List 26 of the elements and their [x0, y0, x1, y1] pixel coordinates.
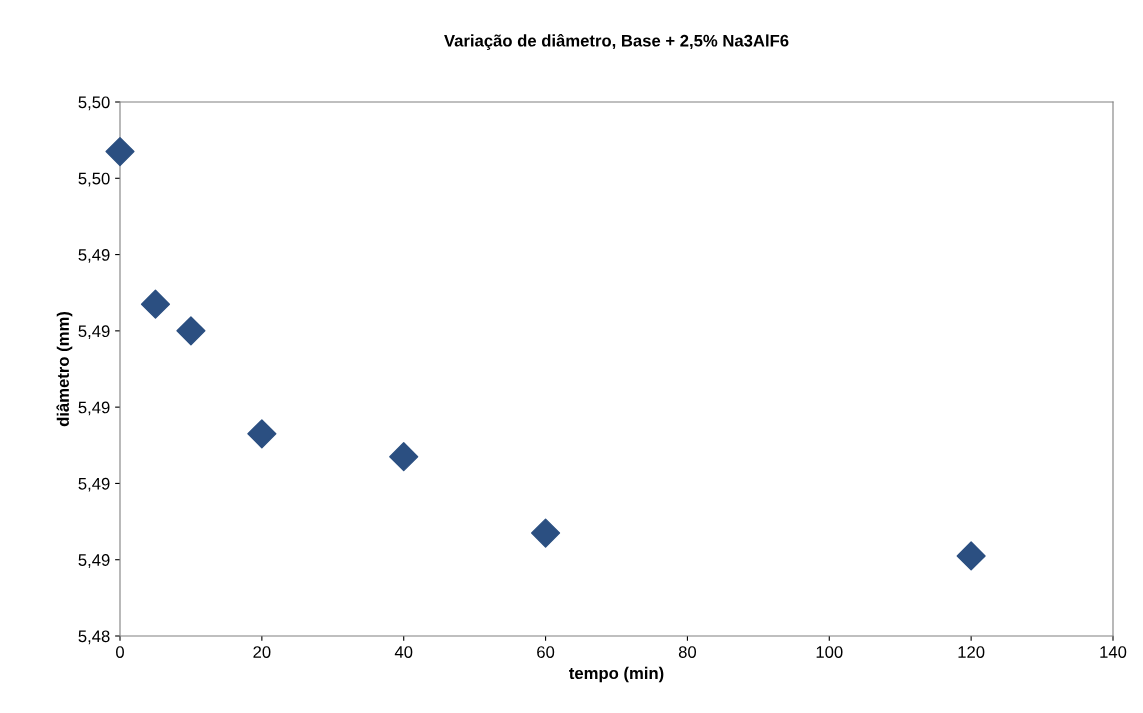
point [176, 316, 206, 346]
x-tick-label: 120 [958, 646, 985, 658]
y-tick-label: 5,49 [78, 477, 110, 492]
point [105, 137, 135, 167]
y-tick-label: 5,50 [78, 96, 110, 111]
y-tick-label: 5,49 [78, 554, 110, 568]
x-axis-title: tempo (min) [569, 666, 664, 683]
y-tick-label: 5,48 [78, 630, 110, 645]
x-tick-label: 60 [537, 646, 555, 658]
chart-title: Variação de diâmetro, Base + 2,5% Na3AlF6 [444, 34, 789, 50]
point [956, 541, 986, 571]
x-tick-label: 100 [816, 646, 843, 658]
y-axis-title: diâmetro (mm) [56, 311, 73, 427]
x-tick-label: 80 [678, 646, 697, 658]
point [247, 419, 277, 449]
x-tick-label: 0 [116, 646, 124, 658]
x-tick-label: 20 [253, 646, 271, 658]
y-tick-label: 5,50 [78, 172, 110, 187]
point [389, 442, 419, 472]
y-tick-label: 5,49 [78, 248, 110, 263]
point [140, 289, 171, 319]
point [530, 518, 561, 548]
y-tick-label: 5,49 [78, 325, 110, 340]
y-tick-label: 5,49 [78, 401, 110, 416]
x-tick-label: 140 [1100, 646, 1127, 658]
x-tick-label: 40 [394, 646, 413, 658]
